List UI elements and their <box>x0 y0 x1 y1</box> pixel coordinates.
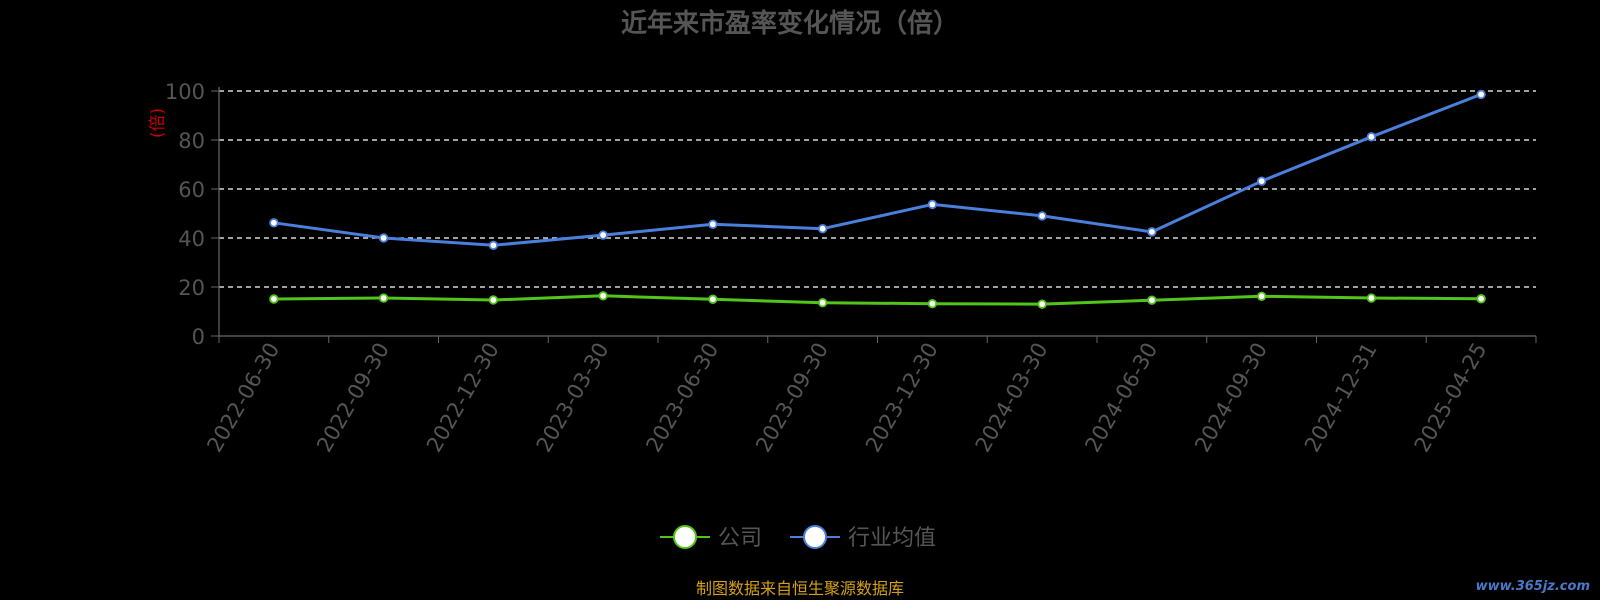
data-point <box>708 219 718 229</box>
x-tick-label: 2024-09-30 <box>1190 339 1272 457</box>
series-lines <box>269 89 1486 309</box>
data-point <box>817 223 828 234</box>
x-tick-label: 2023-12-30 <box>861 339 943 457</box>
data-point <box>1476 294 1486 304</box>
y-tick-label: 20 <box>178 276 205 300</box>
chart-title: 近年来市盈率变化情况（倍） <box>621 8 959 39</box>
legend-item-1[interactable]: 行业均值 <box>790 525 936 551</box>
legend-label: 公司 <box>718 526 762 551</box>
x-tick-label: 2022-06-30 <box>202 339 284 457</box>
data-point <box>378 233 389 243</box>
data-point <box>927 199 938 210</box>
x-tick-label: 2024-12-31 <box>1300 339 1382 457</box>
data-point <box>1256 291 1267 302</box>
legend-label: 行业均值 <box>848 526 936 551</box>
x-tick-label: 2025-04-25 <box>1410 339 1492 457</box>
x-tick-label: 2023-06-30 <box>641 339 723 457</box>
y-axis-label: (倍) <box>148 108 168 138</box>
y-tick-label: 100 <box>165 80 205 104</box>
legend-item-0[interactable]: 公司 <box>660 525 762 551</box>
data-point <box>1147 227 1157 237</box>
data-point <box>269 294 279 304</box>
data-point <box>598 291 608 301</box>
series-line-1 <box>273 93 1482 247</box>
watermark: www.365jz.com <box>1475 579 1590 594</box>
data-point <box>269 218 279 228</box>
x-tick-label: 2022-12-30 <box>422 339 504 457</box>
legend[interactable]: 公司 行业均值 <box>660 525 936 551</box>
axes: 0 20 40 60 80 100 2022-06-30 2022-09-30 2022-12-… <box>165 80 1537 457</box>
x-tick-label: 2023-09-30 <box>751 339 833 457</box>
x-tick-label: 2024-06-30 <box>1080 339 1162 457</box>
legend-marker <box>673 525 697 549</box>
data-point <box>1366 132 1377 142</box>
data-point <box>488 295 499 305</box>
data-point <box>708 294 718 304</box>
data-point <box>817 297 828 308</box>
series-line-0 <box>273 294 1482 306</box>
x-tick-label: 2024-03-30 <box>971 339 1053 457</box>
data-point <box>1366 293 1377 303</box>
data-point <box>1476 89 1486 100</box>
y-tick-label: 60 <box>178 178 205 202</box>
x-tick-label: 2022-09-30 <box>312 339 394 457</box>
data-point <box>1037 299 1047 309</box>
legend-marker <box>803 525 827 549</box>
data-point <box>1256 176 1267 186</box>
data-point <box>378 293 389 303</box>
data-point <box>488 240 499 251</box>
y-tick-label: 40 <box>178 227 205 251</box>
y-tick-label: 0 <box>192 325 205 349</box>
grid-lines <box>219 90 1536 288</box>
source-note: 制图数据来自恒生聚源数据库 <box>696 579 904 598</box>
data-point <box>598 230 608 240</box>
data-point <box>927 298 938 309</box>
data-point <box>1037 211 1047 221</box>
x-tick-label: 2023-03-30 <box>532 339 614 457</box>
data-point <box>1147 295 1157 305</box>
y-tick-label: 80 <box>178 129 205 153</box>
